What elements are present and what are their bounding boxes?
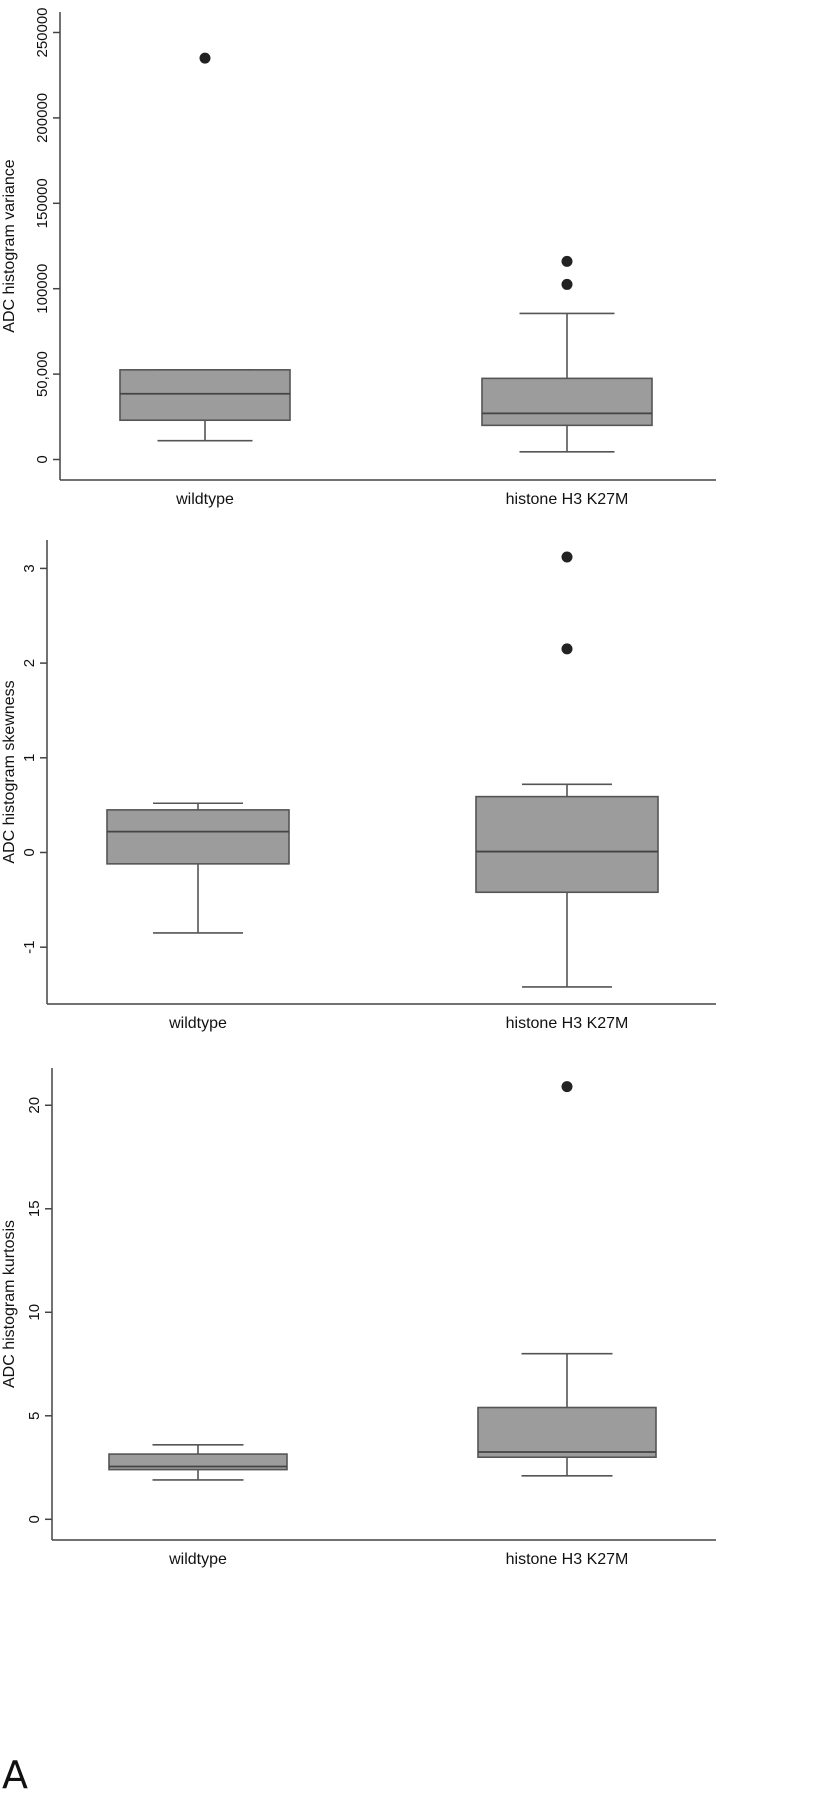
y-tick-label: 200000 <box>34 93 51 143</box>
iqr-box <box>119 369 291 422</box>
x-category-label: histone H3 K27M <box>506 1551 629 1568</box>
x-category-label: wildtype <box>168 1551 227 1568</box>
iqr-box <box>481 377 653 427</box>
iqr-box <box>477 1406 657 1458</box>
iqr-box <box>106 809 290 865</box>
y-tick-label: 2 <box>21 659 38 667</box>
y-tick-label: 15 <box>26 1200 43 1217</box>
x-category-label: histone H3 K27M <box>506 1015 629 1032</box>
outlier-point <box>561 255 573 267</box>
x-category-label: histone H3 K27M <box>506 491 629 508</box>
y-tick-label: 0 <box>34 455 51 463</box>
y-tick-label: 5 <box>26 1412 43 1420</box>
y-tick-label: -1 <box>21 941 38 954</box>
y-tick-label: 20 <box>26 1097 43 1114</box>
x-category-label: wildtype <box>175 491 234 508</box>
outlier-point <box>561 1081 573 1093</box>
outlier-point <box>561 643 573 655</box>
y-tick-label: 3 <box>21 564 38 572</box>
outlier-point <box>199 52 211 64</box>
iqr-box <box>475 795 659 894</box>
y-tick-label: 10 <box>26 1304 43 1321</box>
x-category-label: wildtype <box>168 1015 227 1032</box>
y-axis-title: ADC histogram skewness <box>1 680 18 863</box>
y-tick-label: 1 <box>21 754 38 762</box>
y-tick-label: 50,000 <box>34 351 51 397</box>
y-tick-label: 100000 <box>34 264 51 314</box>
y-axis-title: ADC histogram variance <box>1 159 18 333</box>
y-tick-label: 250000 <box>34 7 51 57</box>
y-tick-label: 150000 <box>34 178 51 228</box>
y-tick-label: 0 <box>26 1515 43 1523</box>
y-axis-title: ADC histogram kurtosis <box>1 1220 18 1388</box>
outlier-point <box>561 278 573 290</box>
y-tick-label: 0 <box>21 848 38 856</box>
outlier-point <box>561 551 573 563</box>
panel-label: A <box>2 1753 28 1797</box>
